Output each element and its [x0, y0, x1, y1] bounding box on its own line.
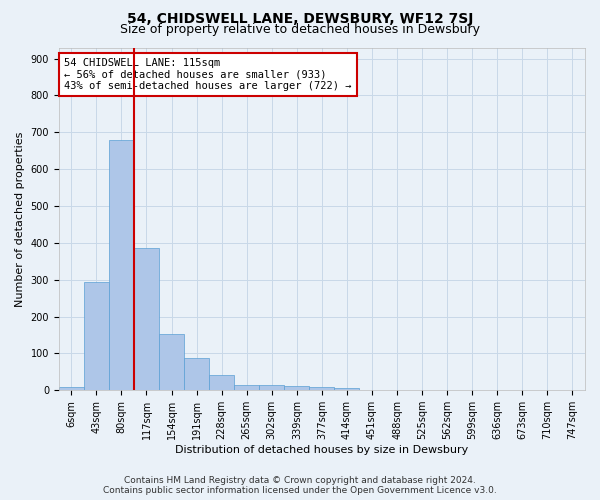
Text: Contains HM Land Registry data © Crown copyright and database right 2024.
Contai: Contains HM Land Registry data © Crown c…	[103, 476, 497, 495]
Bar	[159, 334, 184, 390]
Bar	[59, 388, 84, 390]
Bar	[310, 386, 334, 390]
Bar	[184, 358, 209, 390]
Bar	[209, 376, 234, 390]
Bar	[334, 388, 359, 390]
Text: Size of property relative to detached houses in Dewsbury: Size of property relative to detached ho…	[120, 22, 480, 36]
Text: 54, CHIDSWELL LANE, DEWSBURY, WF12 7SJ: 54, CHIDSWELL LANE, DEWSBURY, WF12 7SJ	[127, 12, 473, 26]
Bar	[134, 248, 159, 390]
Bar	[259, 384, 284, 390]
X-axis label: Distribution of detached houses by size in Dewsbury: Distribution of detached houses by size …	[175, 445, 469, 455]
Bar	[284, 386, 310, 390]
Bar	[109, 140, 134, 390]
Bar	[84, 282, 109, 390]
Y-axis label: Number of detached properties: Number of detached properties	[15, 131, 25, 306]
Text: 54 CHIDSWELL LANE: 115sqm
← 56% of detached houses are smaller (933)
43% of semi: 54 CHIDSWELL LANE: 115sqm ← 56% of detac…	[64, 58, 352, 91]
Bar	[234, 384, 259, 390]
